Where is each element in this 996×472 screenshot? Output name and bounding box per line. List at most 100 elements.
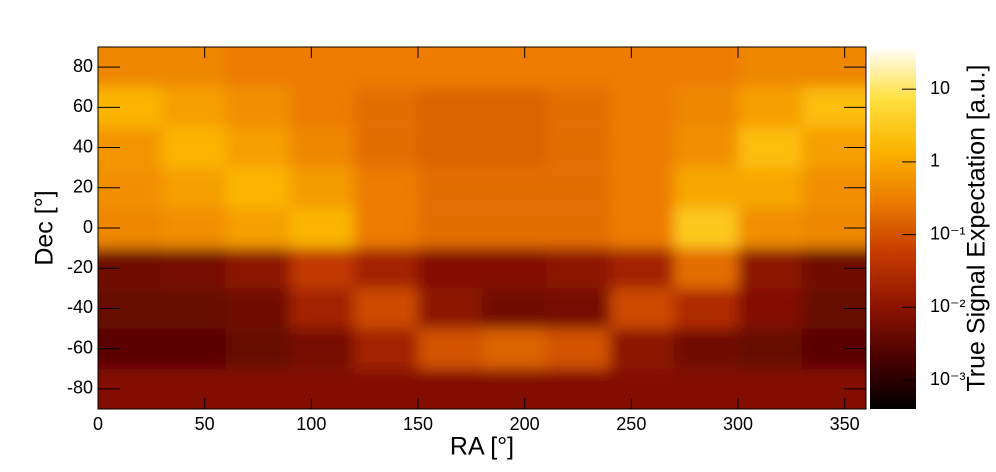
heatmap-cell (162, 127, 226, 168)
heatmap-cell (546, 167, 610, 208)
heatmap-cell (354, 207, 418, 249)
heatmap-cell (546, 127, 610, 168)
x-tick-label: 0 (93, 414, 103, 434)
heatmap-cell (226, 288, 290, 329)
heatmap-cell (418, 328, 482, 369)
heatmap-cell (290, 288, 354, 329)
heatmap-cell (674, 167, 738, 208)
colorbar (870, 47, 916, 409)
heatmap-cell (482, 248, 546, 289)
heatmap-cell (226, 87, 290, 128)
heatmap-cell (482, 288, 546, 329)
heatmap-cell (354, 288, 418, 329)
heatmap-cell (354, 127, 418, 168)
heatmap-cell (674, 288, 738, 329)
heatmap-cell (546, 288, 610, 329)
heatmap-cell (610, 47, 674, 88)
heatmap-cell (674, 328, 738, 369)
heatmap-cell (610, 248, 674, 289)
colorbar-title: True Signal Expectation [a.u.] (963, 64, 991, 391)
heatmap-cell (738, 127, 802, 168)
heatmap-cell (674, 47, 738, 88)
heatmap-cell (674, 207, 738, 249)
heatmap-cell (610, 328, 674, 369)
heatmap-cell (290, 328, 354, 369)
heatmap-cell (162, 167, 226, 208)
heatmap-cell (290, 87, 354, 128)
heatmap-cell (354, 328, 418, 369)
x-tick-label: 50 (195, 414, 215, 434)
heatmap-cell (418, 207, 482, 249)
heatmap-cell (290, 47, 354, 88)
heatmap-cell (226, 207, 290, 249)
heatmap-cell (738, 47, 802, 88)
heatmap-cell (610, 288, 674, 329)
heatmap-cell (162, 288, 226, 329)
heatmap-cell (482, 127, 546, 168)
heatmap-cell (546, 248, 610, 289)
heatmap-cell (354, 167, 418, 208)
heatmap-cell (674, 87, 738, 128)
heatmap-cell (738, 248, 802, 289)
x-tick-label: 300 (723, 414, 753, 434)
heatmap-cell (546, 47, 610, 88)
heatmap-cell (482, 368, 546, 409)
y-tick-label: 60 (73, 96, 93, 116)
heatmap-cell (354, 87, 418, 128)
heatmap-cell (354, 248, 418, 289)
heatmap-cell (738, 167, 802, 208)
heatmap-cell (738, 328, 802, 369)
colorbar-tick-label: 10⁻¹ (930, 223, 966, 243)
heatmap-cell (162, 47, 226, 88)
x-tick-label: 350 (830, 414, 860, 434)
x-tick-label: 250 (616, 414, 646, 434)
heatmap-cell (162, 328, 226, 369)
heatmap-cell (290, 248, 354, 289)
heatmap-cell (546, 328, 610, 369)
heatmap-cell (162, 87, 226, 128)
y-tick-label: 0 (83, 217, 93, 237)
heatmap-cell (290, 167, 354, 208)
heatmap-cell (674, 127, 738, 168)
heatmap-cell (738, 288, 802, 329)
colorbar-tick-label: 10⁻³ (930, 369, 966, 389)
y-tick-label: -60 (67, 337, 93, 357)
heatmap-cell (418, 87, 482, 128)
heatmap (98, 47, 866, 409)
heatmap-cell (738, 368, 802, 409)
heatmap-cell (354, 47, 418, 88)
heatmap-cell (738, 207, 802, 249)
heatmap-cell (418, 368, 482, 409)
x-axis-title: RA [°] (450, 433, 514, 461)
y-tick-label: 40 (73, 136, 93, 156)
colorbar-tick-label: 10⁻² (930, 296, 966, 316)
heatmap-cell (354, 368, 418, 409)
heatmap-cell (226, 328, 290, 369)
heatmap-cell (226, 248, 290, 289)
heatmap-cell (226, 127, 290, 168)
heatmap-cell (546, 207, 610, 249)
heatmap-cell (674, 368, 738, 409)
heatmap-cell (226, 368, 290, 409)
heatmap-cell (738, 87, 802, 128)
heatmap-cell (546, 368, 610, 409)
heatmap-cell (482, 167, 546, 208)
y-axis-title: Dec [°] (31, 190, 59, 265)
heatmap-cell (546, 87, 610, 128)
heatmap-cell (610, 368, 674, 409)
heatmap-cell (226, 167, 290, 208)
y-tick-label: 80 (73, 56, 93, 76)
heatmap-cell (482, 47, 546, 88)
y-tick-label: -20 (67, 257, 93, 277)
heatmap-cell (674, 248, 738, 289)
y-tick-label: 20 (73, 177, 93, 197)
heatmap-cell (418, 47, 482, 88)
heatmap-cell (162, 248, 226, 289)
heatmap-cell (290, 207, 354, 249)
colorbar-tick-label: 1 (930, 151, 940, 171)
colorbar-tick-label: 10 (930, 78, 950, 98)
heatmap-cell (610, 127, 674, 168)
y-tick-label: -40 (67, 297, 93, 317)
heatmap-cell (290, 127, 354, 168)
